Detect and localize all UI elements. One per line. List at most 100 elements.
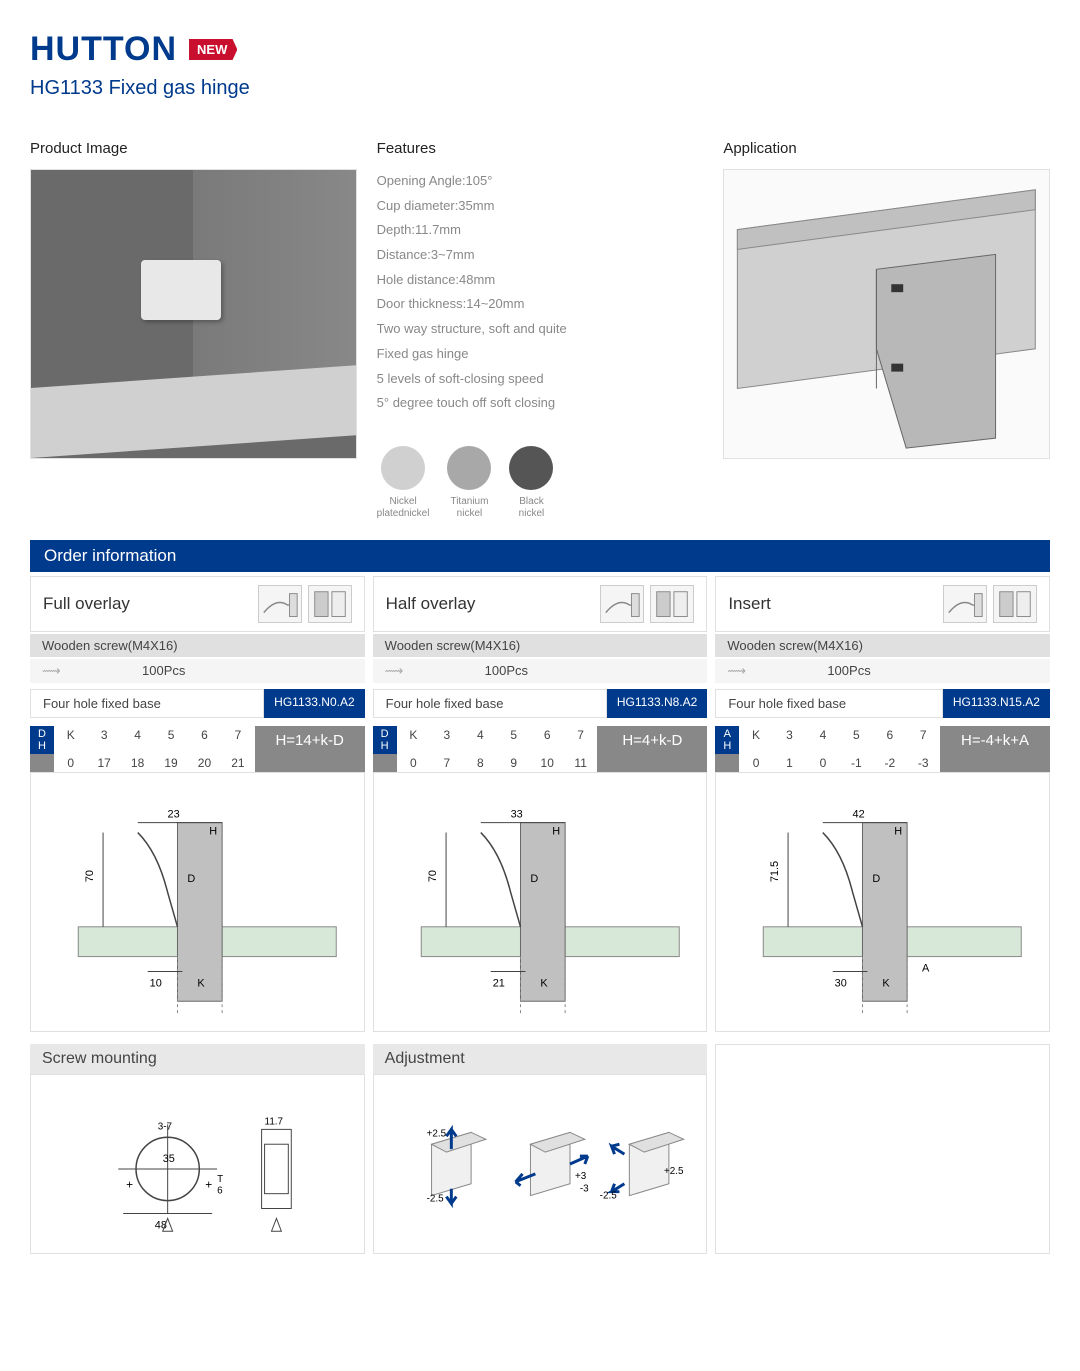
product-code: HG1133.N8.A2 — [607, 689, 708, 718]
application-section: Application — [723, 140, 1050, 520]
pcs-row: ⟿100Pcs — [373, 659, 708, 683]
feature-item: Two way structure, soft and quite — [377, 317, 704, 342]
dimension-column: DH K34567 01718192021 H=14+k-D 23 H — [30, 726, 365, 1032]
application-diagram — [723, 169, 1050, 459]
cross-section-diagram: 23 H 70 D 10 K — [30, 772, 365, 1032]
svg-text:11.7: 11.7 — [265, 1117, 284, 1128]
screw-icon: ⟿ — [385, 663, 405, 679]
features-list: Opening Angle:105° Cup diameter:35mm Dep… — [377, 169, 704, 416]
dimension-column: DH K34567 07891011 H=4+k-D 33 H — [373, 726, 708, 1032]
product-code: HG1133.N15.A2 — [943, 689, 1050, 718]
svg-text:71.5: 71.5 — [769, 861, 781, 882]
svg-text:K: K — [197, 977, 205, 989]
feature-item: Fixed gas hinge — [377, 342, 704, 367]
features-title: Features — [377, 140, 704, 157]
empty-box — [715, 1044, 1050, 1254]
k-row: K34567 — [397, 726, 598, 754]
svg-text:23: 23 — [168, 809, 180, 821]
header: HUTTON NEW HG1133 Fixed gas hinge — [30, 30, 1050, 100]
feature-item: Distance:3~7mm — [377, 243, 704, 268]
new-badge: NEW — [189, 39, 237, 60]
hinge-icon — [943, 585, 987, 623]
application-title: Application — [723, 140, 1050, 157]
svg-text:T: T — [217, 1174, 223, 1185]
overlay-header: Full overlay — [30, 576, 365, 632]
svg-text:35: 35 — [163, 1153, 175, 1165]
overlay-header: Half overlay — [373, 576, 708, 632]
svg-text:-3: -3 — [580, 1184, 589, 1195]
product-image-title: Product Image — [30, 140, 357, 157]
screw-icon: ⟿ — [42, 663, 62, 679]
svg-text:30: 30 — [835, 977, 847, 989]
feature-item: Door thickness:14~20mm — [377, 292, 704, 317]
hinge-icon — [258, 585, 302, 623]
overlay-title: Half overlay — [386, 594, 476, 614]
product-image — [30, 169, 357, 459]
cross-section-diagram: 42 H 71.5 D 30 K A — [715, 772, 1050, 1032]
screw-mounting-section: Screw mounting 35 3-7 48 + + T 6 11.7 — [30, 1044, 365, 1254]
product-code: HG1133.N0.A2 — [264, 689, 365, 718]
svg-text:K: K — [540, 977, 548, 989]
screw-mounting-diagram: 35 3-7 48 + + T 6 11.7 — [30, 1074, 365, 1254]
svg-text:-2.5: -2.5 — [599, 1191, 617, 1202]
svg-text:33: 33 — [510, 809, 522, 821]
svg-text:10: 10 — [150, 977, 162, 989]
svg-text:21: 21 — [492, 977, 504, 989]
overlay-header: Insert — [715, 576, 1050, 632]
svg-text:+: + — [205, 1178, 212, 1192]
svg-text:+2.5: +2.5 — [426, 1128, 446, 1139]
svg-text:D: D — [873, 873, 881, 885]
svg-text:+: + — [126, 1178, 133, 1192]
formula: H=-4+k+A — [940, 726, 1050, 772]
k-header — [715, 754, 739, 772]
feature-item: Hole distance:48mm — [377, 268, 704, 293]
svg-text:6: 6 — [217, 1186, 223, 1197]
feature-item: Depth:11.7mm — [377, 218, 704, 243]
k-header — [30, 754, 54, 772]
base-label: Four hole fixed base — [373, 689, 607, 718]
adjustment-section: Adjustment +2.5 -2.5 +3 - — [373, 1044, 708, 1254]
svg-text:70: 70 — [84, 870, 96, 882]
feature-item: Cup diameter:35mm — [377, 194, 704, 219]
svg-text:42: 42 — [853, 809, 865, 821]
k-row: 07891011 — [397, 754, 598, 772]
pcs-row: ⟿100Pcs — [30, 659, 365, 683]
swatch-circle — [447, 446, 491, 490]
product-image-section: Product Image — [30, 140, 357, 520]
svg-text:K: K — [883, 977, 891, 989]
swatch-circle — [381, 446, 425, 490]
swatch-circle — [509, 446, 553, 490]
svg-text:+2.5: +2.5 — [664, 1166, 684, 1177]
overlay-title: Insert — [728, 594, 771, 614]
svg-text:-2.5: -2.5 — [426, 1194, 444, 1205]
feature-item: 5° degree touch off soft closing — [377, 391, 704, 416]
k-header: DH — [373, 726, 397, 754]
mount-icon — [993, 585, 1037, 623]
feature-item: 5 levels of soft-closing speed — [377, 367, 704, 392]
overlay-title: Full overlay — [43, 594, 130, 614]
screw-spec: Wooden screw(M4X16) — [30, 634, 365, 657]
pcs-row: ⟿100Pcs — [715, 659, 1050, 683]
swatch: Titaniumnickel — [447, 446, 491, 520]
empty-section — [715, 1044, 1050, 1254]
formula: H=14+k-D — [255, 726, 365, 772]
svg-text:A: A — [922, 963, 930, 975]
order-column: Half overlay Wooden screw(M4X16) ⟿100Pcs… — [373, 576, 708, 718]
screw-spec: Wooden screw(M4X16) — [715, 634, 1050, 657]
brand-name: HUTTON — [30, 30, 177, 69]
order-column: Full overlay Wooden screw(M4X16) ⟿100Pcs… — [30, 576, 365, 718]
swatch: Blacknickel — [509, 446, 553, 520]
base-label: Four hole fixed base — [30, 689, 264, 718]
k-row: 010-1-2-3 — [739, 754, 940, 772]
mount-icon — [650, 585, 694, 623]
screw-spec: Wooden screw(M4X16) — [373, 634, 708, 657]
color-swatches: Nickelplatednickel Titaniumnickel Blackn… — [377, 446, 704, 520]
k-row: 01718192021 — [54, 754, 255, 772]
k-header: AH — [715, 726, 739, 754]
product-subtitle: HG1133 Fixed gas hinge — [30, 77, 1050, 100]
dimension-column: AH K34567 010-1-2-3 H=-4+k+A 42 H — [715, 726, 1050, 1032]
screw-mounting-title: Screw mounting — [30, 1044, 365, 1074]
k-row: K34567 — [54, 726, 255, 754]
swatch: Nickelplatednickel — [377, 446, 430, 520]
order-info-bar: Order information — [30, 540, 1050, 572]
